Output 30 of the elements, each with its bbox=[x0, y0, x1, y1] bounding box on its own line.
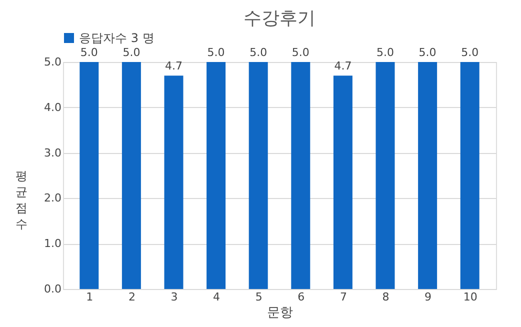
y-axis-title: 평균 점수 bbox=[16, 169, 28, 231]
y-tick-label: 0.0 bbox=[44, 282, 62, 296]
chart-title: 수강후기 bbox=[244, 8, 316, 29]
data-label: 4.7 bbox=[165, 60, 182, 73]
x-axis-title: 문항 bbox=[267, 306, 293, 320]
y-tick-label: 4.0 bbox=[44, 100, 62, 114]
data-label: 5.0 bbox=[122, 46, 140, 59]
data-label: 5.0 bbox=[292, 46, 310, 59]
data-label: 5.0 bbox=[250, 46, 268, 59]
data-label: 5.0 bbox=[461, 46, 479, 59]
x-tick-label: 1 bbox=[86, 290, 94, 304]
x-tick-label: 10 bbox=[463, 290, 478, 304]
data-label: 5.0 bbox=[80, 46, 98, 59]
data-label: 5.0 bbox=[376, 46, 394, 59]
y-tick-label: 3.0 bbox=[44, 146, 62, 160]
y-tick-label: 2.0 bbox=[44, 192, 62, 205]
legend-label: 응답자수 3 명 bbox=[79, 31, 154, 45]
data-label: 4.7 bbox=[334, 60, 352, 73]
y-tick-label: 5.0 bbox=[44, 56, 62, 68]
x-tick-label: 8 bbox=[382, 290, 390, 304]
x-tick-label: 3 bbox=[170, 290, 178, 304]
x-tick-label: 4 bbox=[213, 290, 220, 304]
x-tick-label: 5 bbox=[255, 290, 262, 304]
y-tick-label: 1.0 bbox=[44, 237, 62, 250]
x-tick-label: 9 bbox=[424, 290, 432, 304]
x-tick-label: 7 bbox=[340, 290, 347, 304]
x-tick-label: 6 bbox=[298, 290, 305, 304]
data-label: 5.0 bbox=[418, 46, 436, 59]
x-tick-label: 2 bbox=[128, 290, 136, 304]
data-label: 5.0 bbox=[207, 46, 225, 59]
